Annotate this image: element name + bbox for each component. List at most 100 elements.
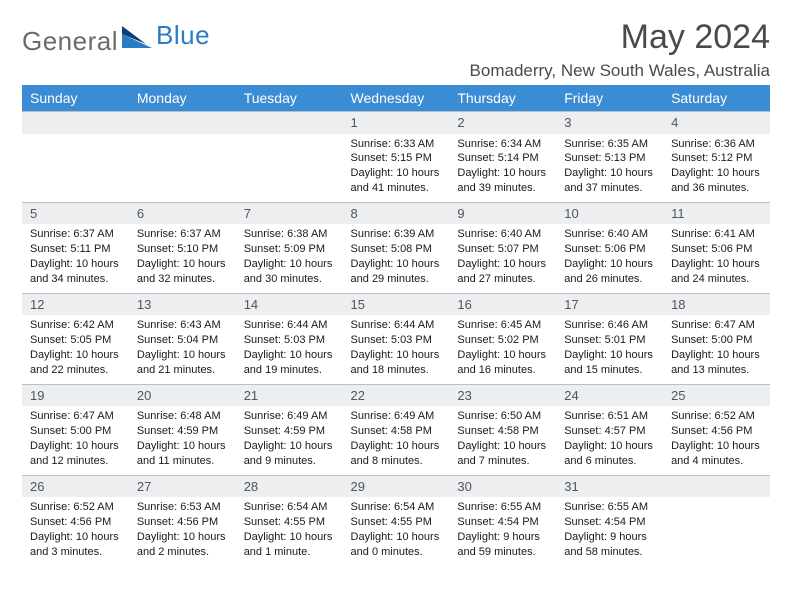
day-number: 4 <box>663 112 770 134</box>
day-cell: Sunrise: 6:37 AMSunset: 5:10 PMDaylight:… <box>129 224 236 293</box>
daylight-line: Daylight: 10 hours and 8 minutes. <box>351 439 442 469</box>
day-number: 19 <box>22 384 129 406</box>
sunrise-line: Sunrise: 6:52 AM <box>30 500 121 515</box>
day-number: 29 <box>343 475 450 497</box>
sunset-line: Sunset: 4:54 PM <box>564 515 655 530</box>
daylight-line: Daylight: 10 hours and 7 minutes. <box>457 439 548 469</box>
day-cell: Sunrise: 6:55 AMSunset: 4:54 PMDaylight:… <box>556 497 663 565</box>
sunset-line: Sunset: 5:12 PM <box>671 151 762 166</box>
daylight-line: Daylight: 10 hours and 30 minutes. <box>244 257 335 287</box>
sunset-line: Sunset: 5:00 PM <box>671 333 762 348</box>
daylight-line: Daylight: 10 hours and 29 minutes. <box>351 257 442 287</box>
sunset-line: Sunset: 5:10 PM <box>137 242 228 257</box>
brand-part2: Blue <box>156 20 210 51</box>
daylight-line: Daylight: 10 hours and 32 minutes. <box>137 257 228 287</box>
daylight-line: Daylight: 10 hours and 19 minutes. <box>244 348 335 378</box>
details-row: Sunrise: 6:33 AMSunset: 5:15 PMDaylight:… <box>22 134 770 203</box>
sunrise-line: Sunrise: 6:47 AM <box>30 409 121 424</box>
day-number: 30 <box>449 475 556 497</box>
day-number: 10 <box>556 202 663 224</box>
weekday-tue: Tuesday <box>236 85 343 112</box>
sunrise-line: Sunrise: 6:33 AM <box>351 137 442 152</box>
day-cell: Sunrise: 6:52 AMSunset: 4:56 PMDaylight:… <box>663 406 770 475</box>
day-number: 14 <box>236 293 343 315</box>
day-cell: Sunrise: 6:46 AMSunset: 5:01 PMDaylight:… <box>556 315 663 384</box>
sunrise-line: Sunrise: 6:52 AM <box>671 409 762 424</box>
day-cell <box>22 134 129 203</box>
day-cell: Sunrise: 6:42 AMSunset: 5:05 PMDaylight:… <box>22 315 129 384</box>
daylight-line: Daylight: 10 hours and 15 minutes. <box>564 348 655 378</box>
day-cell: Sunrise: 6:54 AMSunset: 4:55 PMDaylight:… <box>343 497 450 565</box>
sunset-line: Sunset: 5:00 PM <box>30 424 121 439</box>
day-cell: Sunrise: 6:40 AMSunset: 5:07 PMDaylight:… <box>449 224 556 293</box>
sunrise-line: Sunrise: 6:55 AM <box>457 500 548 515</box>
day-cell: Sunrise: 6:34 AMSunset: 5:14 PMDaylight:… <box>449 134 556 203</box>
sunrise-line: Sunrise: 6:40 AM <box>457 227 548 242</box>
sunset-line: Sunset: 4:56 PM <box>30 515 121 530</box>
day-cell: Sunrise: 6:40 AMSunset: 5:06 PMDaylight:… <box>556 224 663 293</box>
day-number: 13 <box>129 293 236 315</box>
day-cell <box>129 134 236 203</box>
sunset-line: Sunset: 4:55 PM <box>244 515 335 530</box>
day-number <box>129 112 236 134</box>
day-number: 23 <box>449 384 556 406</box>
day-cell: Sunrise: 6:52 AMSunset: 4:56 PMDaylight:… <box>22 497 129 565</box>
day-number <box>663 475 770 497</box>
sunset-line: Sunset: 5:03 PM <box>244 333 335 348</box>
calendar-table: Sunday Monday Tuesday Wednesday Thursday… <box>22 85 770 566</box>
day-cell: Sunrise: 6:38 AMSunset: 5:09 PMDaylight:… <box>236 224 343 293</box>
title-block: May 2024 Bomaderry, New South Wales, Aus… <box>470 18 770 81</box>
day-number: 7 <box>236 202 343 224</box>
day-cell: Sunrise: 6:48 AMSunset: 4:59 PMDaylight:… <box>129 406 236 475</box>
sunset-line: Sunset: 5:07 PM <box>457 242 548 257</box>
day-number: 28 <box>236 475 343 497</box>
sunrise-line: Sunrise: 6:49 AM <box>244 409 335 424</box>
day-cell: Sunrise: 6:45 AMSunset: 5:02 PMDaylight:… <box>449 315 556 384</box>
sunset-line: Sunset: 4:58 PM <box>457 424 548 439</box>
sunrise-line: Sunrise: 6:50 AM <box>457 409 548 424</box>
daylight-line: Daylight: 10 hours and 26 minutes. <box>564 257 655 287</box>
sunset-line: Sunset: 4:56 PM <box>137 515 228 530</box>
brand-mark-icon <box>122 26 152 53</box>
daynum-row: 1234 <box>22 112 770 134</box>
day-number: 26 <box>22 475 129 497</box>
sunrise-line: Sunrise: 6:35 AM <box>564 137 655 152</box>
sunrise-line: Sunrise: 6:39 AM <box>351 227 442 242</box>
daynum-row: 12131415161718 <box>22 293 770 315</box>
sunset-line: Sunset: 4:55 PM <box>351 515 442 530</box>
sunrise-line: Sunrise: 6:45 AM <box>457 318 548 333</box>
day-number: 17 <box>556 293 663 315</box>
sunrise-line: Sunrise: 6:41 AM <box>671 227 762 242</box>
day-cell: Sunrise: 6:54 AMSunset: 4:55 PMDaylight:… <box>236 497 343 565</box>
daylight-line: Daylight: 10 hours and 34 minutes. <box>30 257 121 287</box>
sunset-line: Sunset: 5:09 PM <box>244 242 335 257</box>
sunset-line: Sunset: 5:02 PM <box>457 333 548 348</box>
daylight-line: Daylight: 10 hours and 37 minutes. <box>564 166 655 196</box>
daylight-line: Daylight: 10 hours and 22 minutes. <box>30 348 121 378</box>
day-number: 2 <box>449 112 556 134</box>
daylight-line: Daylight: 10 hours and 4 minutes. <box>671 439 762 469</box>
sunrise-line: Sunrise: 6:44 AM <box>351 318 442 333</box>
day-number: 9 <box>449 202 556 224</box>
sunrise-line: Sunrise: 6:46 AM <box>564 318 655 333</box>
day-cell <box>236 134 343 203</box>
day-cell: Sunrise: 6:33 AMSunset: 5:15 PMDaylight:… <box>343 134 450 203</box>
day-cell: Sunrise: 6:39 AMSunset: 5:08 PMDaylight:… <box>343 224 450 293</box>
sunrise-line: Sunrise: 6:47 AM <box>671 318 762 333</box>
day-cell: Sunrise: 6:44 AMSunset: 5:03 PMDaylight:… <box>343 315 450 384</box>
sunrise-line: Sunrise: 6:49 AM <box>351 409 442 424</box>
sunset-line: Sunset: 4:57 PM <box>564 424 655 439</box>
location: Bomaderry, New South Wales, Australia <box>470 61 770 81</box>
daylight-line: Daylight: 9 hours and 59 minutes. <box>457 530 548 560</box>
month-title: May 2024 <box>470 18 770 57</box>
day-number: 25 <box>663 384 770 406</box>
daylight-line: Daylight: 10 hours and 39 minutes. <box>457 166 548 196</box>
day-number <box>236 112 343 134</box>
day-cell: Sunrise: 6:36 AMSunset: 5:12 PMDaylight:… <box>663 134 770 203</box>
sunset-line: Sunset: 5:01 PM <box>564 333 655 348</box>
sunset-line: Sunset: 5:04 PM <box>137 333 228 348</box>
daylight-line: Daylight: 10 hours and 11 minutes. <box>137 439 228 469</box>
sunrise-line: Sunrise: 6:37 AM <box>137 227 228 242</box>
sunrise-line: Sunrise: 6:48 AM <box>137 409 228 424</box>
day-cell: Sunrise: 6:44 AMSunset: 5:03 PMDaylight:… <box>236 315 343 384</box>
